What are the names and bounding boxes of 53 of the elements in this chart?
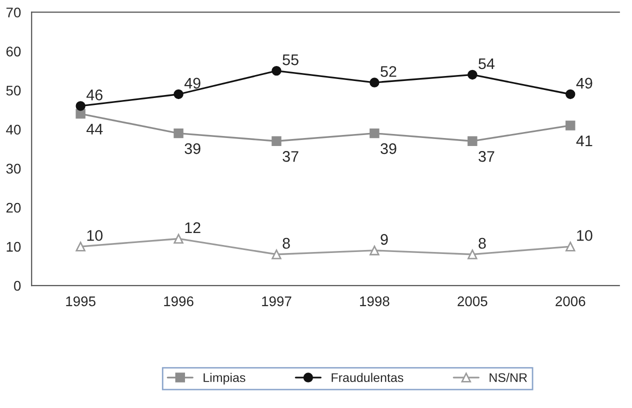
point — [370, 78, 380, 88]
point — [174, 234, 184, 244]
data-label: 37 — [478, 151, 494, 162]
y-tick-label: 0 — [14, 280, 21, 291]
data-label: 10 — [87, 230, 103, 241]
point — [370, 128, 380, 138]
x-tick-label: 1996 — [164, 296, 194, 306]
data-label: 10 — [577, 230, 592, 241]
point — [76, 242, 86, 252]
data-label: 44 — [86, 124, 103, 134]
point — [76, 108, 86, 119]
point — [174, 89, 184, 100]
data-label: 52 — [380, 66, 396, 77]
legend-label: Limpias — [204, 372, 246, 385]
point — [174, 128, 184, 138]
point — [272, 136, 282, 146]
x-tick-label: 1995 — [66, 296, 96, 306]
y-tick-label: 10 — [6, 242, 21, 252]
point — [272, 249, 282, 260]
legend-label: Fraudulentas — [332, 372, 404, 382]
point — [76, 101, 86, 111]
data-label: 37 — [282, 151, 298, 162]
legend-label: NS/NR — [490, 372, 527, 382]
y-tick-label: 30 — [6, 164, 21, 174]
y-tick-label: 50 — [6, 86, 21, 96]
data-label: 8 — [282, 238, 290, 249]
y-tick-label: 70 — [6, 8, 21, 18]
data-label: 54 — [478, 58, 495, 70]
data-label: 49 — [184, 78, 200, 89]
data-label: 12 — [185, 222, 200, 233]
x-tick-label: 1997 — [262, 296, 292, 306]
point — [272, 66, 282, 76]
data-label: 39 — [184, 143, 200, 154]
data-label: 55 — [282, 54, 298, 66]
data-label: 41 — [576, 136, 592, 146]
data-label: 49 — [576, 78, 592, 89]
point — [468, 70, 478, 80]
x-tick-label: 2005 — [458, 296, 488, 306]
data-label: 39 — [380, 143, 396, 154]
data-label: 8 — [478, 238, 486, 249]
y-tick-label: 20 — [6, 202, 21, 213]
y-tick-label: 60 — [6, 46, 21, 56]
point — [468, 249, 478, 260]
data-label: 9 — [380, 234, 388, 245]
point — [566, 242, 576, 252]
y-tick-label: 40 — [6, 124, 21, 135]
x-tick-label: 2006 — [556, 296, 586, 306]
point — [566, 120, 576, 130]
point — [370, 246, 380, 256]
data-label: 46 — [86, 90, 102, 100]
x-tick-label: 1998 — [360, 296, 390, 306]
point — [468, 136, 478, 146]
point — [566, 89, 576, 100]
